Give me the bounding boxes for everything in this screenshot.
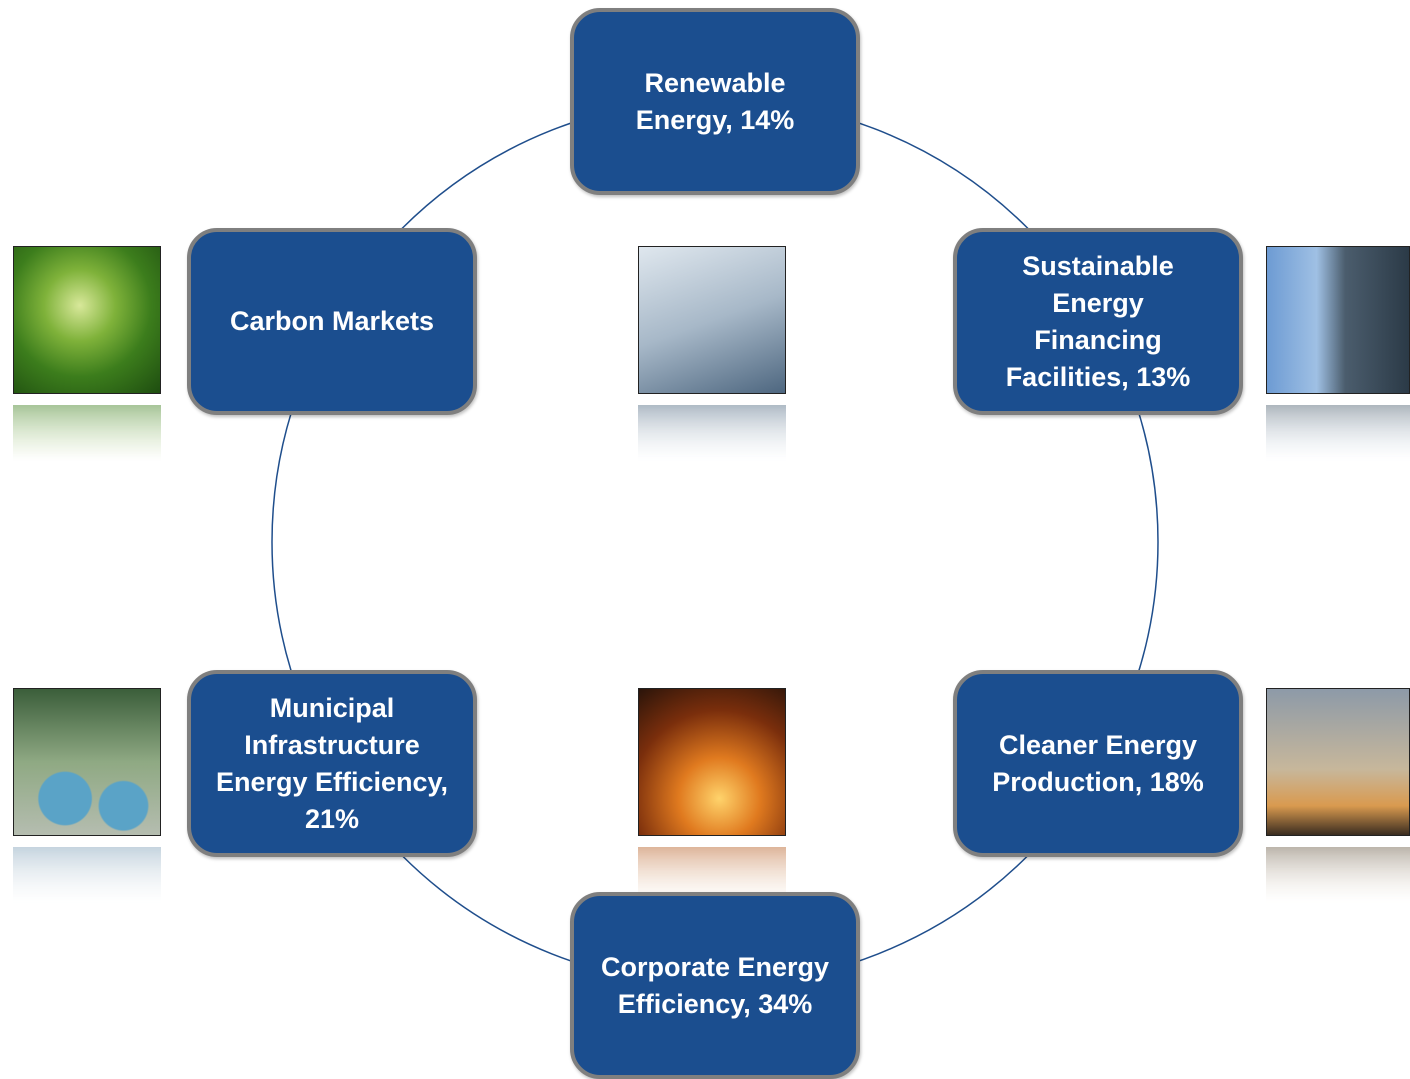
photo-pylons <box>1266 688 1410 836</box>
diagram: Renewable Energy, 14% Sustainable Energy… <box>0 0 1410 1079</box>
photo-wind <box>638 246 786 394</box>
node-label: Carbon Markets <box>202 303 462 340</box>
node: Renewable Energy, 14% <box>570 8 860 195</box>
node: Municipal Infrastructure Energy Efficien… <box>187 670 477 857</box>
node-label: Corporate Energy Efficiency, 34% <box>590 949 840 1023</box>
node: Corporate Energy Efficiency, 34% <box>570 892 860 1079</box>
node: Cleaner Energy Production, 18% <box>953 670 1243 857</box>
photo-reflection <box>1266 847 1410 903</box>
node: Carbon Markets <box>187 228 477 415</box>
photo-steel <box>638 688 786 836</box>
photo-tree <box>13 246 161 394</box>
photo-building <box>1266 246 1410 394</box>
photo-water-treatment <box>13 688 161 836</box>
node: Sustainable Energy Financing Facilities,… <box>953 228 1243 415</box>
photo-reflection <box>13 847 161 903</box>
node-label: Sustainable Energy Financing Facilities,… <box>998 248 1198 396</box>
node-label: Cleaner Energy Production, 18% <box>968 727 1228 801</box>
photo-reflection <box>1266 405 1410 461</box>
node-label: Municipal Infrastructure Energy Efficien… <box>212 690 452 838</box>
node-label: Renewable Energy, 14% <box>615 65 815 139</box>
photo-reflection <box>638 405 786 461</box>
photo-reflection <box>13 405 161 461</box>
